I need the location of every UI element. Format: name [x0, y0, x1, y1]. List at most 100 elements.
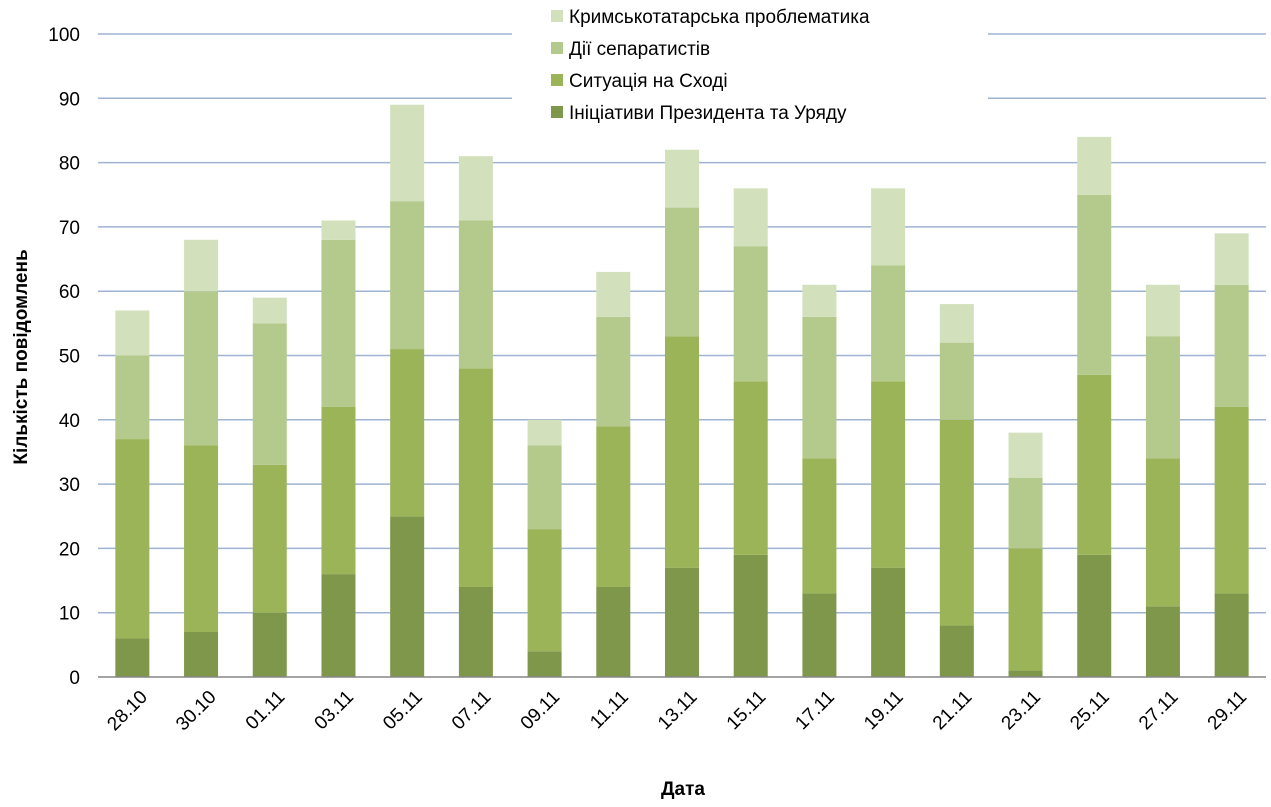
- bar-segment: [115, 310, 150, 356]
- bar-segment: [1214, 233, 1249, 285]
- bar-segment: [321, 406, 356, 575]
- bar-segment: [527, 445, 562, 530]
- bar-segment: [802, 284, 837, 317]
- bar-segment: [115, 439, 150, 639]
- bar-segment: [1008, 548, 1043, 671]
- x-tick-label: 01.11: [242, 687, 289, 734]
- x-tick-label: 30.10: [172, 687, 220, 735]
- y-axis-title: Кількість повідомлень: [11, 249, 32, 464]
- bar-segment: [390, 201, 425, 350]
- legend-swatch: [551, 10, 563, 22]
- bar-segment: [321, 239, 356, 407]
- legend-label: Дії сепаратистів: [569, 39, 710, 60]
- x-tick-label: 21.11: [929, 687, 976, 734]
- bar-segment: [390, 349, 425, 517]
- bar-segment: [871, 188, 906, 266]
- bar-segment: [596, 271, 631, 317]
- bar-segment: [596, 586, 631, 677]
- bar-segment: [939, 304, 974, 343]
- bar-segment: [1008, 670, 1043, 677]
- legend: Кримськотатарська проблематика Дії сепара…: [512, 0, 988, 132]
- bar-segment: [390, 104, 425, 202]
- bar-segment: [1145, 606, 1180, 677]
- bar-segment: [1008, 477, 1043, 549]
- x-tick-label: 07.11: [448, 687, 495, 734]
- bar-segment: [1145, 336, 1180, 459]
- legend-background: [512, 0, 988, 132]
- legend-swatch: [551, 42, 563, 54]
- y-tick-label: 100: [48, 25, 80, 46]
- y-tick-label: 10: [59, 604, 80, 625]
- bar-segment: [252, 612, 287, 677]
- x-tick-label: 05.11: [379, 687, 426, 734]
- y-tick-label: 0: [69, 668, 80, 689]
- bar-segment: [1077, 554, 1112, 677]
- x-tick-label: 28.10: [103, 687, 151, 735]
- x-tick-label: 13.11: [654, 687, 701, 734]
- bar-segment: [252, 297, 287, 324]
- bars: [115, 104, 1249, 677]
- bar-segment: [665, 567, 699, 677]
- legend-label: Ініціативи Президента та Уряду: [569, 103, 847, 124]
- bar-segment: [802, 458, 837, 594]
- x-tick-label: 09.11: [517, 687, 564, 734]
- y-tick-label: 40: [59, 411, 80, 432]
- bar-segment: [1077, 194, 1112, 375]
- bar-segment: [939, 625, 974, 677]
- bar-segment: [1077, 136, 1112, 195]
- y-tick-label: 80: [59, 154, 80, 175]
- bar-segment: [733, 246, 768, 382]
- bar-segment: [733, 554, 768, 677]
- bar-segment: [871, 381, 906, 568]
- bar-segment: [458, 368, 493, 587]
- bar-segment: [1077, 374, 1112, 555]
- bar-segment: [458, 220, 493, 369]
- bar-segment: [733, 188, 768, 247]
- bar-segment: [252, 323, 287, 465]
- y-tick-labels: 0 10 20 30 40 50 60 70 80 90 100: [48, 25, 80, 689]
- bar-segment: [390, 516, 425, 677]
- y-tick-label: 70: [59, 218, 80, 239]
- bar-segment: [596, 316, 631, 427]
- bar-segment: [184, 631, 219, 677]
- bar-segment: [665, 149, 699, 208]
- bar-segment: [871, 265, 906, 382]
- bar-segment: [458, 586, 493, 677]
- bar-segment: [184, 291, 219, 446]
- bar-segment: [527, 419, 562, 446]
- x-tick-label: 29.11: [1204, 687, 1251, 734]
- y-tick-label: 50: [59, 347, 80, 368]
- bar-segment: [665, 336, 699, 568]
- bar-segment: [733, 381, 768, 555]
- bar-segment: [1214, 284, 1249, 407]
- x-axis-title: Дата: [661, 779, 705, 800]
- x-tick-label: 27.11: [1135, 687, 1182, 734]
- bar-segment: [321, 574, 356, 677]
- x-tick-label: 11.11: [586, 687, 632, 733]
- bar-segment: [184, 239, 219, 292]
- bar-segment: [1145, 284, 1180, 337]
- x-tick-label: 23.11: [998, 687, 1045, 734]
- bar-segment: [115, 638, 150, 677]
- y-tick-label: 60: [59, 282, 80, 303]
- y-tick-label: 90: [59, 89, 80, 110]
- bar-segment: [939, 342, 974, 420]
- bar-segment: [939, 419, 974, 626]
- bar-segment: [1214, 593, 1249, 677]
- legend-swatch: [551, 74, 563, 86]
- bar-segment: [458, 156, 493, 221]
- bar-segment: [527, 529, 562, 652]
- bar-segment: [321, 220, 356, 240]
- bar-segment: [871, 567, 906, 677]
- y-tick-label: 20: [59, 539, 80, 560]
- bar-segment: [596, 426, 631, 587]
- legend-label: Ситуація на Сході: [569, 71, 728, 92]
- bar-segment: [184, 445, 219, 632]
- x-tick-label: 15.11: [723, 687, 770, 734]
- x-tick-labels: 28.10 30.10 01.11 03.11 05.11 07.11 09.11 11.11…: [103, 687, 1251, 735]
- x-tick-label: 25.11: [1066, 687, 1113, 734]
- x-tick-label: 17.11: [791, 687, 838, 734]
- legend-swatch: [551, 106, 563, 118]
